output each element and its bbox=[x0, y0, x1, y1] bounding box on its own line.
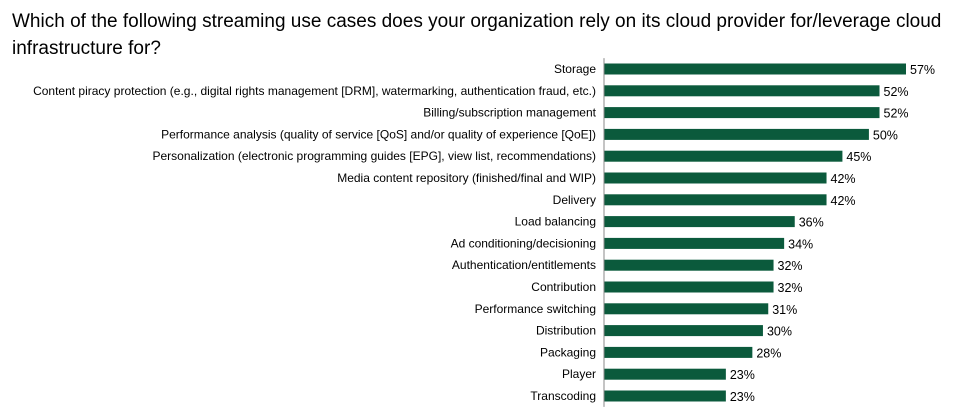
category-label: Authentication/entitlements bbox=[452, 258, 596, 272]
category-label: Storage bbox=[554, 62, 596, 76]
value-label: 52% bbox=[884, 85, 909, 99]
value-label: 28% bbox=[756, 346, 781, 360]
value-label: 57% bbox=[910, 63, 935, 77]
bar bbox=[604, 150, 843, 162]
category-label: Billing/subscription management bbox=[423, 106, 596, 120]
category-label: Delivery bbox=[553, 193, 596, 207]
bar bbox=[604, 390, 726, 402]
bar bbox=[604, 128, 869, 140]
category-label: Ad conditioning/decisioning bbox=[451, 236, 596, 250]
bar bbox=[604, 107, 880, 119]
category-label: Personalization (electronic programming … bbox=[152, 149, 596, 163]
value-label: 50% bbox=[873, 128, 898, 142]
bar bbox=[604, 85, 880, 97]
bar bbox=[604, 216, 795, 228]
category-label: Distribution bbox=[536, 324, 596, 338]
bar bbox=[604, 368, 726, 380]
bar bbox=[604, 237, 785, 249]
category-label: Contribution bbox=[531, 280, 596, 294]
value-label: 23% bbox=[730, 390, 755, 404]
value-label: 31% bbox=[772, 303, 797, 317]
value-label: 34% bbox=[788, 237, 813, 251]
category-label: Performance switching bbox=[475, 302, 596, 316]
value-label: 45% bbox=[846, 150, 871, 164]
value-label: 23% bbox=[730, 368, 755, 382]
value-label: 30% bbox=[767, 325, 792, 339]
value-label: 52% bbox=[884, 107, 909, 121]
bar bbox=[604, 325, 763, 337]
bar bbox=[604, 194, 827, 206]
category-label: Player bbox=[562, 367, 596, 381]
bars-group: Storage 57% Content piracy protection (e.g… bbox=[33, 62, 935, 404]
category-label: Performance analysis (quality of service… bbox=[161, 127, 596, 141]
value-label: 32% bbox=[778, 259, 803, 273]
value-label: 36% bbox=[799, 216, 824, 230]
bar bbox=[604, 281, 774, 293]
chart-title: Which of the following streaming use cas… bbox=[12, 11, 942, 59]
bar bbox=[604, 346, 753, 358]
bar bbox=[604, 259, 774, 271]
category-label: Media content repository (finished/final… bbox=[337, 171, 596, 185]
category-label: Packaging bbox=[540, 345, 596, 359]
bar bbox=[604, 303, 769, 315]
value-label: 42% bbox=[831, 172, 856, 186]
value-label: 32% bbox=[778, 281, 803, 295]
bar bbox=[604, 172, 827, 184]
value-label: 42% bbox=[831, 194, 856, 208]
category-label: Content piracy protection (e.g., digital… bbox=[33, 84, 596, 98]
category-label: Transcoding bbox=[530, 389, 596, 403]
category-label: Load balancing bbox=[515, 215, 596, 229]
bar bbox=[604, 63, 906, 75]
